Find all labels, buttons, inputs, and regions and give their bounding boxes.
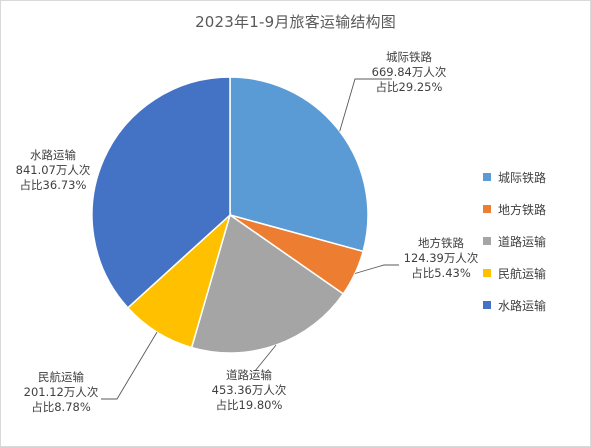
slice-road-transport bbox=[190, 213, 345, 354]
pie-slices bbox=[91, 76, 369, 354]
legend-swatch bbox=[483, 173, 491, 181]
leader-line bbox=[354, 264, 399, 274]
legend-label: 城际铁路 bbox=[498, 170, 547, 185]
data-label-civil-aviation: 民航运输 201.12万人次占比8.78% bbox=[24, 370, 99, 414]
legend-label: 民航运输 bbox=[498, 266, 547, 281]
legend: 城际铁路 地方铁路 道路运输 民航运输 水路运输 bbox=[483, 169, 583, 329]
slice-waterway-transport bbox=[91, 76, 231, 309]
legend-swatch bbox=[483, 205, 491, 213]
legend-swatch bbox=[483, 301, 491, 309]
legend-label: 地方铁路 bbox=[498, 202, 547, 217]
legend-item-road-transport: 道路运输 bbox=[483, 233, 583, 249]
data-label-waterway-transport: 水路运输 841.07万人次占比36.73% bbox=[16, 148, 91, 192]
legend-item-intercity-rail: 城际铁路 bbox=[483, 169, 583, 185]
legend-item-civil-aviation: 民航运输 bbox=[483, 265, 583, 281]
legend-label: 水路运输 bbox=[498, 298, 547, 313]
legend-swatch bbox=[483, 269, 491, 277]
leader-line bbox=[339, 78, 392, 132]
data-label-callouts: 城际铁路 669.84万人次占比29.25% 地方铁路 124.39万人次占比5.43… bbox=[16, 50, 479, 414]
legend-label: 道路运输 bbox=[498, 234, 547, 249]
data-label-local-rail: 地方铁路 124.39万人次占比5.43% bbox=[404, 236, 479, 280]
leader-line bbox=[254, 344, 277, 372]
chart-title: 2023年1-9月旅客运输结构图 bbox=[195, 13, 396, 31]
legend-item-local-rail: 地方铁路 bbox=[483, 201, 583, 217]
legend-item-waterway-transport: 水路运输 bbox=[483, 297, 583, 313]
leader-line bbox=[101, 331, 158, 400]
data-label-intercity-rail: 城际铁路 669.84万人次占比29.25% bbox=[372, 50, 447, 94]
legend-swatch bbox=[483, 237, 491, 245]
data-label-road-transport: 道路运输 453.36万人次占比19.80% bbox=[212, 368, 287, 412]
